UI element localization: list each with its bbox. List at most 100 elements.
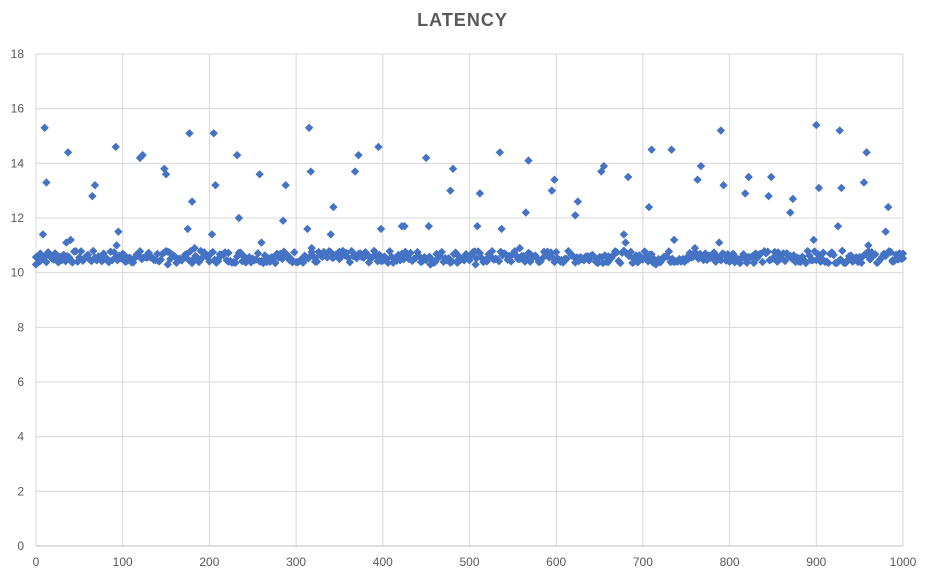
data-point	[898, 249, 908, 258]
data-point	[374, 142, 383, 152]
data-point	[310, 257, 320, 266]
data-point	[66, 235, 75, 245]
data-point	[135, 247, 145, 256]
data-point	[881, 227, 890, 236]
data-point	[111, 142, 120, 152]
data-point	[79, 254, 88, 264]
data-point	[640, 247, 649, 256]
data-point	[695, 249, 705, 259]
data-point	[550, 175, 559, 184]
data-point	[719, 181, 728, 190]
data-point	[31, 260, 41, 269]
x-tick-label: 500	[459, 555, 479, 569]
data-point	[741, 189, 750, 198]
data-point	[673, 257, 682, 266]
y-tick-label: 8	[17, 320, 24, 334]
data-point	[135, 153, 145, 163]
data-point	[664, 247, 674, 256]
data-point	[329, 202, 338, 212]
data-point	[520, 257, 530, 266]
data-point	[714, 238, 724, 247]
data-point	[626, 247, 635, 257]
data-point	[112, 241, 121, 250]
data-point	[151, 255, 160, 265]
data-point	[739, 249, 748, 259]
data-point	[815, 251, 824, 260]
data-point	[257, 238, 266, 247]
data-point	[810, 247, 819, 256]
data-point	[623, 172, 633, 182]
data-point	[857, 258, 866, 267]
data-point	[255, 170, 264, 179]
data-point	[354, 150, 363, 160]
data-point	[616, 258, 625, 268]
data-point	[96, 252, 106, 261]
data-point	[271, 258, 280, 268]
data-point	[376, 224, 386, 234]
y-tick-label: 16	[11, 102, 25, 116]
data-point	[446, 186, 455, 195]
data-point	[89, 246, 98, 256]
data-point	[643, 257, 653, 266]
data-point	[482, 254, 492, 264]
data-point	[836, 255, 845, 264]
data-point	[497, 224, 506, 234]
data-point	[552, 247, 561, 257]
data-point	[749, 258, 759, 268]
data-point	[786, 208, 795, 217]
data-point	[437, 247, 446, 257]
data-point	[593, 258, 603, 268]
data-point	[144, 252, 153, 261]
x-tick-label: 600	[546, 555, 566, 569]
data-point	[621, 238, 630, 247]
data-point	[472, 254, 481, 263]
data-point	[571, 211, 580, 220]
data-point	[356, 252, 366, 261]
data-point	[278, 216, 288, 225]
data-point	[345, 257, 355, 267]
data-point	[508, 250, 518, 259]
data-point	[471, 260, 480, 269]
data-point	[859, 178, 869, 187]
data-point	[894, 254, 903, 264]
y-tick-label: 2	[17, 484, 24, 498]
data-point	[716, 256, 726, 265]
data-point	[864, 247, 873, 256]
data-point	[694, 254, 703, 263]
data-point	[108, 255, 117, 265]
data-point	[323, 253, 332, 262]
data-point	[837, 183, 846, 193]
data-point	[725, 254, 734, 264]
data-point	[744, 172, 753, 182]
x-tick-label: 900	[806, 555, 826, 569]
data-point	[163, 260, 172, 269]
data-point	[669, 235, 679, 245]
data-point	[303, 224, 312, 234]
data-point	[524, 156, 533, 165]
data-point	[304, 123, 314, 132]
data-point	[888, 257, 897, 266]
data-point	[742, 258, 752, 267]
data-point	[213, 254, 223, 264]
data-point	[767, 172, 776, 182]
data-point	[64, 252, 74, 262]
data-point	[788, 194, 798, 204]
x-tick-label: 400	[373, 555, 393, 569]
y-tick-label: 0	[17, 539, 24, 553]
data-point	[624, 251, 634, 261]
data-point	[400, 222, 409, 231]
data-point	[787, 254, 797, 264]
data-point	[647, 250, 656, 259]
data-point	[612, 248, 622, 257]
data-point	[287, 257, 296, 266]
data-point	[232, 150, 242, 160]
data-point	[842, 257, 851, 266]
data-point	[88, 191, 97, 201]
data-point	[798, 252, 807, 261]
x-tick-label: 1000	[890, 555, 917, 569]
data-point	[40, 123, 49, 132]
y-tick-label: 14	[11, 156, 25, 170]
data-point	[690, 243, 700, 253]
data-point	[597, 253, 606, 262]
